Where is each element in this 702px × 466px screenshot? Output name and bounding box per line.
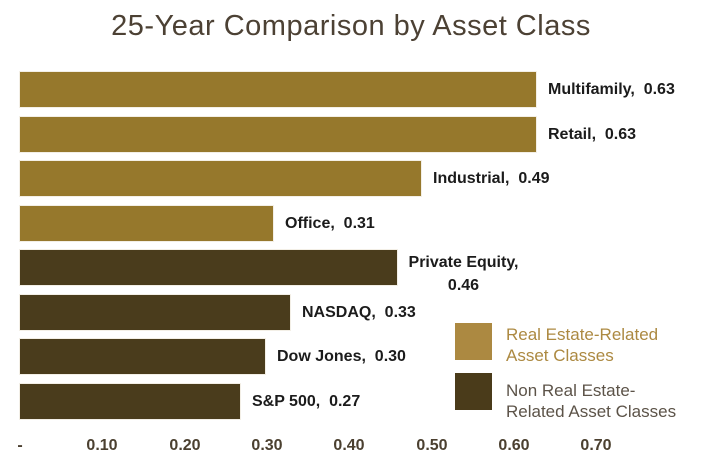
bar-multifamily xyxy=(19,71,537,108)
legend-label-real-estate: Real Estate-Related Asset Classes xyxy=(506,325,659,365)
x-axis-tick-0.60: 0.60 xyxy=(498,437,530,454)
bar-nasdaq xyxy=(19,294,291,331)
bar-label-industrial: Industrial, 0.49 xyxy=(433,170,550,187)
chart-title: 25-Year Comparison by Asset Class xyxy=(111,10,591,42)
x-axis-tick-0.10: 0.10 xyxy=(86,437,118,454)
bar-dow-jones xyxy=(19,338,266,375)
bar-label-dow-jones: Dow Jones, 0.30 xyxy=(277,348,406,365)
bar-label-s-p-500: S&P 500, 0.27 xyxy=(252,393,361,410)
bar-s-p-500 xyxy=(19,383,241,420)
bar-industrial xyxy=(19,160,422,197)
x-axis-tick-0.30: 0.30 xyxy=(251,437,283,454)
x-axis-tick-0.50: 0.50 xyxy=(416,437,448,454)
x-axis-tick-0.40: 0.40 xyxy=(333,437,365,454)
legend-swatch-real-estate xyxy=(455,323,492,360)
x-axis-tick-0.20: 0.20 xyxy=(169,437,201,454)
legend-label-non-real-estate: Non Real Estate- Related Asset Classes xyxy=(506,381,677,421)
bar-label-private-equity: Private Equity, 0.46 xyxy=(408,254,519,294)
bar-label-nasdaq: NASDAQ, 0.33 xyxy=(302,304,416,321)
bar-office xyxy=(19,205,274,242)
bar-label-multifamily: Multifamily, 0.63 xyxy=(548,81,675,98)
x-axis-tick-0: - xyxy=(17,437,23,454)
bar-label-office: Office, 0.31 xyxy=(285,215,375,232)
legend-swatch-non-real-estate xyxy=(455,373,492,410)
x-axis-tick-0.70: 0.70 xyxy=(580,437,612,454)
bar-retail xyxy=(19,116,537,153)
bar-private-equity xyxy=(19,249,398,286)
bar-label-retail: Retail, 0.63 xyxy=(548,126,637,143)
